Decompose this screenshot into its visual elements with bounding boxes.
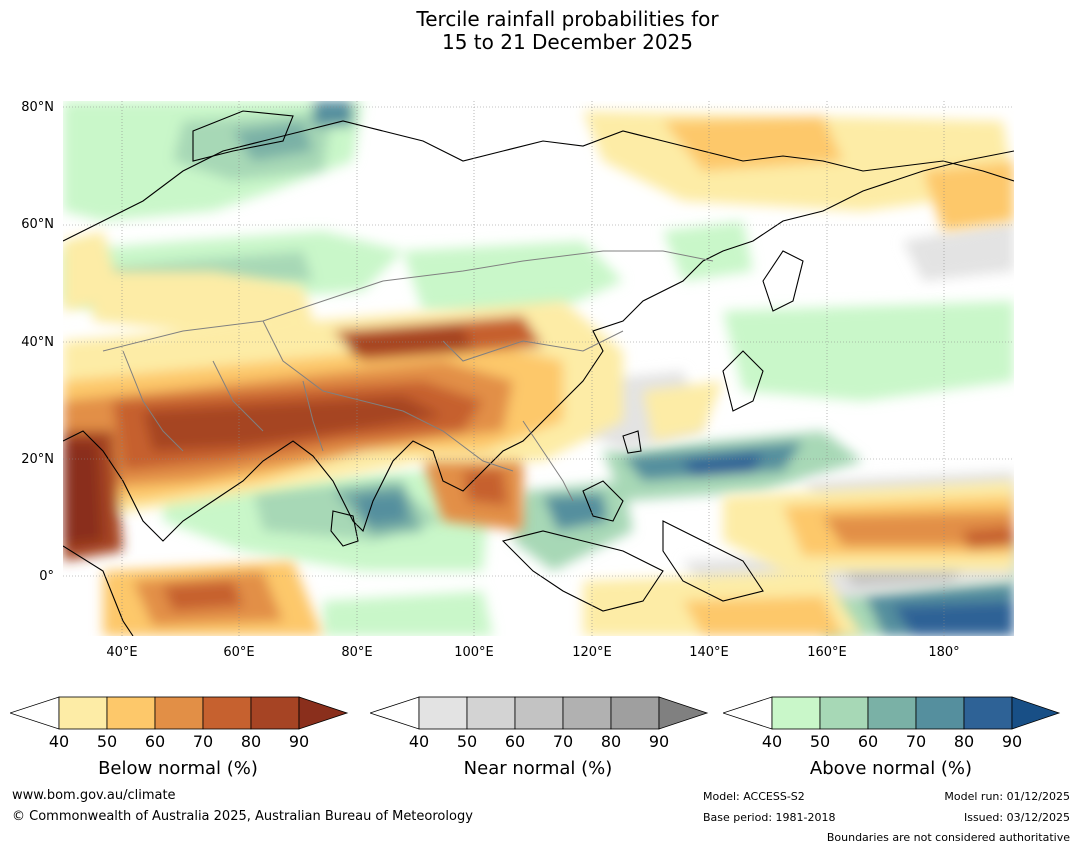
model-run-date: Model run: 01/12/2025 [944, 790, 1070, 803]
colorbar-above-normal [723, 696, 1061, 730]
colorbar-near-swatch [514, 696, 564, 730]
lat-label-0: 0° [39, 569, 54, 584]
lon-label-100e: 100°E [454, 645, 494, 660]
colorbar-above-swatch [963, 696, 1013, 730]
map-canvas [63, 101, 1014, 636]
lat-label-20n: 20°N [21, 452, 54, 467]
colorbar-tick: 70 [552, 732, 574, 751]
colorbar-near-swatch [562, 696, 612, 730]
coastlines [63, 110, 1014, 636]
colorbar-above-swatch [771, 696, 821, 730]
colorbar-near-swatch [610, 696, 660, 730]
colorbar-above-swatch [867, 696, 917, 730]
lon-label-180: 180° [928, 645, 960, 660]
colorbar-above-upper-extension [1011, 696, 1061, 730]
colorbar-below-swatch [106, 696, 156, 730]
colorbar-near-title: Near normal (%) [463, 758, 613, 779]
colorbar-tick: 80 [600, 732, 622, 751]
colorbar-tick: 90 [288, 732, 310, 751]
lat-label-40n: 40°N [21, 335, 54, 350]
title-line-1: Tercile rainfall probabilities for [416, 7, 719, 31]
colorbar-tick: 50 [456, 732, 478, 751]
website-link[interactable]: www.bom.gov.au/climate [12, 788, 176, 803]
chart-title: Tercile rainfall probabilities for 15 to… [0, 8, 1081, 54]
colorbar-above-swatch [819, 696, 869, 730]
colorbar-tick: 50 [96, 732, 118, 751]
colorbar-tick: 60 [144, 732, 166, 751]
colorbar-tick: 40 [761, 732, 783, 751]
colorbar-near-swatch [418, 696, 468, 730]
colorbar-tick: 70 [905, 732, 927, 751]
colorbar-near-normal [370, 696, 709, 730]
lon-label-40e: 40°E [106, 645, 138, 660]
colorbar-tick: 60 [504, 732, 526, 751]
colorbar-below-lower-extension [10, 696, 60, 730]
boundaries-note: Boundaries are not considered authoritat… [826, 831, 1070, 844]
colorbar-below-normal [10, 696, 349, 730]
colorbar-tick: 80 [953, 732, 975, 751]
colorbar-near-lower-extension [370, 696, 420, 730]
title-line-2: 15 to 21 December 2025 [441, 30, 693, 54]
colorbar-tick: 70 [192, 732, 214, 751]
lon-label-160e: 160°E [807, 645, 847, 660]
probability-map [63, 101, 1014, 636]
colorbar-near-swatch [466, 696, 516, 730]
colorbar-below-swatch [58, 696, 108, 730]
colorbar-tick: 60 [857, 732, 879, 751]
colorbar-near-upper-extension [658, 696, 709, 730]
colorbar-tick: 40 [408, 732, 430, 751]
colorbar-below-swatch [202, 696, 252, 730]
colorbar-below-title: Below normal (%) [98, 758, 258, 779]
colorbar-below-swatch [250, 696, 300, 730]
lon-label-80e: 80°E [341, 645, 373, 660]
country-boundaries [102, 250, 714, 502]
lon-label-140e: 140°E [689, 645, 729, 660]
colorbar-below-swatch [154, 696, 204, 730]
colorbar-tick: 40 [48, 732, 70, 751]
base-period: Base period: 1981-2018 [703, 811, 836, 824]
graticule [63, 101, 1014, 636]
model-name: Model: ACCESS-S2 [703, 790, 805, 803]
colorbar-tick: 50 [809, 732, 831, 751]
lon-label-60e: 60°E [223, 645, 255, 660]
colorbar-above-lower-extension [723, 696, 773, 730]
colorbar-tick: 90 [648, 732, 670, 751]
colorbar-above-title: Above normal (%) [809, 758, 973, 779]
colorbar-above-swatch [915, 696, 965, 730]
lat-label-80n: 80°N [21, 100, 54, 115]
lat-label-60n: 60°N [21, 217, 54, 232]
colorbar-tick: 90 [1001, 732, 1023, 751]
issued-date: Issued: 03/12/2025 [963, 811, 1070, 824]
copyright-notice: © Commonwealth of Australia 2025, Austra… [12, 809, 473, 824]
colorbar-tick: 80 [240, 732, 262, 751]
lon-label-120e: 120°E [572, 645, 612, 660]
colorbar-below-upper-extension [298, 696, 349, 730]
